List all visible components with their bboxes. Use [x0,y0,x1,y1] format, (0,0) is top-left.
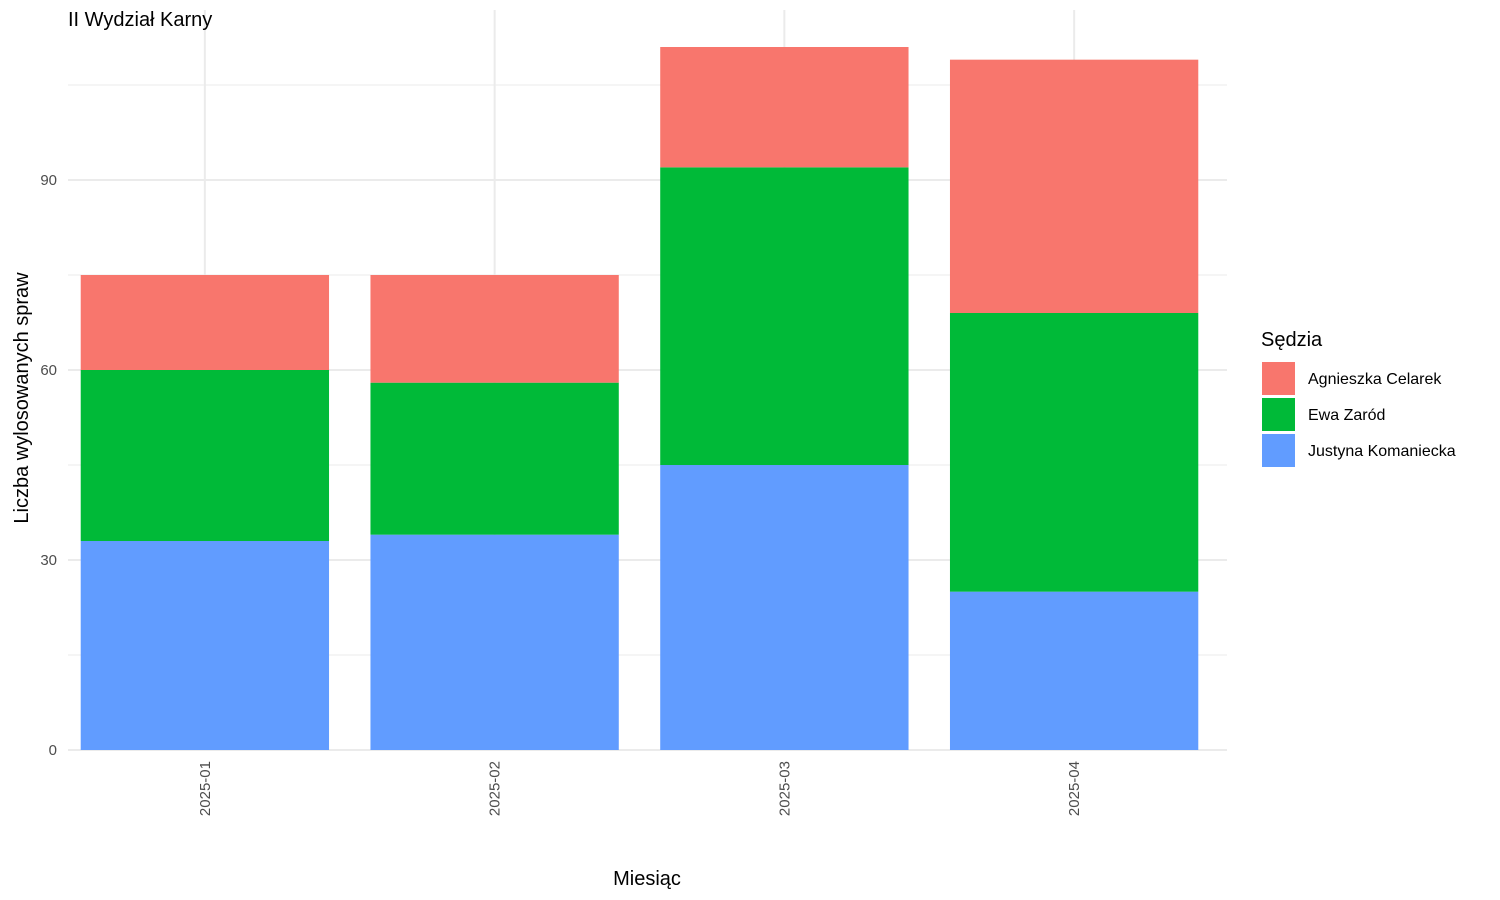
bar-segment [949,591,1199,750]
y-tick-label: 30 [40,552,57,569]
x-tick-label: 2025-03 [776,761,793,816]
bar-segment [370,275,619,383]
bar-segment [80,275,330,371]
bar-segment [660,47,909,168]
legend-label: Ewa Zaród [1308,407,1385,424]
axis-layer: 0 30 60 90 2025-01 2025-02 2025-03 2025-04 [40,172,1083,816]
legend: Sędzia Agnieszka Celarek Ewa Zaród Justyna… [1261,329,1456,467]
x-tick-label: 2025-04 [1066,761,1083,816]
legend-swatch [1262,362,1295,395]
legend-label: Justyna Komaniecka [1308,443,1456,460]
y-tick-label: 90 [40,172,57,189]
x-tick-label: 2025-01 [197,761,214,816]
legend-swatch [1262,398,1295,431]
bar-segment [80,541,330,750]
y-tick-label: 0 [49,742,57,759]
bar-segment [949,59,1199,314]
bars-layer [80,47,1199,750]
legend-title: Sędzia [1261,329,1323,351]
x-axis-title: Miesiąc [613,868,681,890]
legend-label: Agnieszka Celarek [1308,371,1442,388]
legend-swatch [1262,434,1295,467]
chart-title: II Wydział Karny [68,9,212,31]
bar-segment [370,534,619,750]
bar-segment [660,167,909,466]
bar-segment [80,370,330,542]
x-tick-label: 2025-02 [487,761,504,816]
y-tick-label: 60 [40,362,57,379]
bar-segment [949,313,1199,592]
bar-segment [370,382,619,535]
y-axis-title: Liczba wylosowanych spraw [11,272,33,524]
bar-segment [660,465,909,750]
